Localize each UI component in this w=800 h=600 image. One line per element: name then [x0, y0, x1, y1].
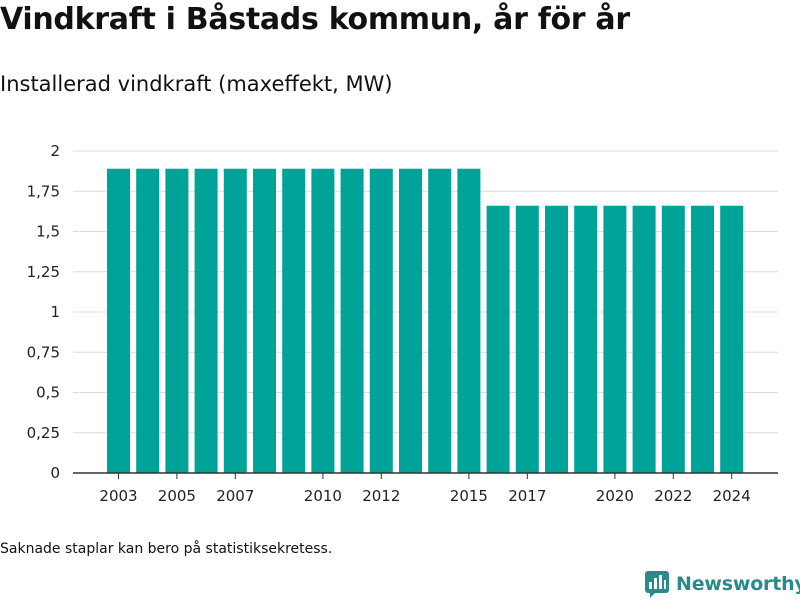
bar — [603, 205, 627, 474]
x-tick-label: 2007 — [216, 487, 254, 505]
bar-chart: 0 0,25 0,5 0,75 1 1,25 1,5 1,75 2 2003 2005 2007 201… — [27, 142, 778, 505]
x-tick-label: 2010 — [304, 487, 342, 505]
bar — [253, 168, 276, 473]
y-tick-label: 1,25 — [27, 263, 60, 281]
newsworthy-logo-icon — [645, 571, 669, 598]
x-tick-label: 2020 — [596, 487, 634, 505]
bar — [486, 205, 510, 474]
chart-subtitle: Installerad vindkraft (maxeffekt, MW) — [0, 72, 393, 96]
bar — [136, 168, 160, 473]
y-tick-label: 0,25 — [27, 424, 60, 442]
y-tick-label: 0 — [50, 464, 60, 482]
bar — [165, 168, 189, 473]
bar — [661, 205, 685, 474]
bar — [369, 168, 393, 473]
chart-title: Vindkraft i Båstads kommun, år för år — [0, 2, 630, 37]
bar — [194, 168, 218, 473]
x-tick-label: 2005 — [158, 487, 196, 505]
bar — [107, 168, 130, 473]
bar — [515, 205, 539, 474]
y-tick-label: 1,5 — [36, 223, 60, 241]
x-tick-label: 2017 — [508, 487, 546, 505]
bar — [399, 168, 422, 473]
x-tick-label: 2024 — [713, 487, 751, 505]
bar — [545, 205, 568, 474]
x-tick-label: 2003 — [99, 487, 137, 505]
bar — [632, 205, 656, 474]
bar — [282, 168, 306, 473]
x-tick-label: 2022 — [654, 487, 692, 505]
bar — [223, 168, 247, 473]
bar — [574, 205, 598, 474]
bar — [691, 205, 714, 474]
y-tick-label: 1 — [50, 303, 60, 321]
bar — [720, 205, 744, 474]
bar — [457, 168, 481, 473]
y-tick-label: 0,75 — [27, 343, 60, 361]
y-tick-label: 1,75 — [27, 182, 60, 200]
bar — [428, 168, 452, 473]
brand-name: Newsworthy — [676, 573, 800, 595]
brand-logo: Newsworthy — [644, 570, 800, 598]
y-tick-label: 0,5 — [36, 384, 60, 402]
y-tick-label: 2 — [50, 142, 60, 160]
bar — [340, 168, 364, 473]
x-tick-label: 2015 — [450, 487, 488, 505]
footnote: Saknade staplar kan bero på statistiksek… — [0, 541, 333, 557]
bar — [311, 168, 335, 473]
x-tick-label: 2012 — [362, 487, 400, 505]
